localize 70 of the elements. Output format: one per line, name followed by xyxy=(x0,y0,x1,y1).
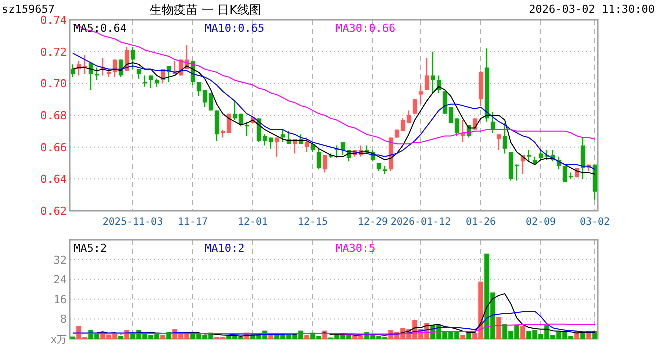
bar xyxy=(304,335,310,339)
candlestick xyxy=(208,92,214,112)
line-series xyxy=(72,24,596,145)
bar xyxy=(460,335,466,339)
candlestick xyxy=(322,154,328,174)
candlestick xyxy=(316,148,322,170)
y-tick-label: 16 xyxy=(54,293,67,306)
bar xyxy=(466,333,472,339)
x-tick-label: 02-09 xyxy=(526,217,556,228)
text: MA10:2 xyxy=(205,242,245,255)
text: MA10:0.65 xyxy=(205,22,265,35)
x-tick-label: 11-17 xyxy=(178,217,208,228)
candlestick xyxy=(454,118,460,137)
bar xyxy=(496,317,502,339)
text: 2026-03-02 11:30:00 xyxy=(529,3,655,16)
y-tick-label: 0.68 xyxy=(40,110,67,122)
candlestick xyxy=(412,99,418,114)
x-tick-label: 2026-01-12 xyxy=(390,217,452,228)
y-axis-title: x万 xyxy=(50,335,67,346)
x-tick-label: 12-29 xyxy=(358,217,388,228)
x-tick-label: 12-15 xyxy=(298,217,328,228)
candlestick xyxy=(202,90,208,108)
candlestick xyxy=(418,84,424,105)
y-tick-label: 24 xyxy=(54,274,68,287)
candlestick xyxy=(580,137,586,180)
chart-title: 生物疫苗 一 日K线图 xyxy=(150,3,262,17)
candlestick xyxy=(130,46,136,70)
candlestick xyxy=(502,122,508,154)
candlestick xyxy=(562,166,568,183)
candlestick xyxy=(538,150,544,161)
text: MA5:2 xyxy=(74,242,108,255)
candlestick xyxy=(214,110,220,142)
candlestick xyxy=(430,51,436,94)
text: MA30:0.66 xyxy=(336,22,396,35)
y-tick-label: 0.64 xyxy=(40,173,68,186)
y-tick-label: 0.70 xyxy=(40,78,67,91)
candlestick xyxy=(232,100,238,121)
bar xyxy=(520,326,526,339)
x-tick-label: 12-01 xyxy=(238,217,268,228)
candlestick xyxy=(280,129,286,144)
candlestick xyxy=(490,112,496,134)
y-tick-label: 0.72 xyxy=(40,46,67,59)
candlestick xyxy=(496,134,502,152)
bar xyxy=(118,336,124,339)
y-tick-label: 0.62 xyxy=(40,205,67,218)
x-tick-label: 2025-11-03 xyxy=(102,217,164,228)
candlestick xyxy=(448,107,454,124)
bar xyxy=(160,335,166,339)
candlestick xyxy=(304,137,310,153)
candlestick xyxy=(340,142,346,156)
y-tick-label: 32 xyxy=(54,254,67,267)
bar xyxy=(268,335,274,339)
candlestick xyxy=(406,110,412,124)
bar xyxy=(580,333,586,339)
y-tick-label: 8 xyxy=(60,313,67,326)
text: sz159657 xyxy=(2,3,55,16)
candlestick xyxy=(400,118,406,132)
y-tick-label: 0.66 xyxy=(40,141,67,154)
candlestick xyxy=(148,75,154,89)
x-tick-label: 01-26 xyxy=(466,217,496,228)
text: MA30:5 xyxy=(336,242,376,255)
bar xyxy=(592,331,598,339)
x-tick-label: 03-02 xyxy=(580,217,610,228)
line-series xyxy=(72,324,596,335)
candlestick xyxy=(196,82,202,97)
candlestick xyxy=(424,58,430,91)
y-tick-label: 0.74 xyxy=(40,14,68,27)
candlestick xyxy=(274,137,280,158)
candlestick xyxy=(262,134,268,146)
candlestick xyxy=(442,91,448,114)
